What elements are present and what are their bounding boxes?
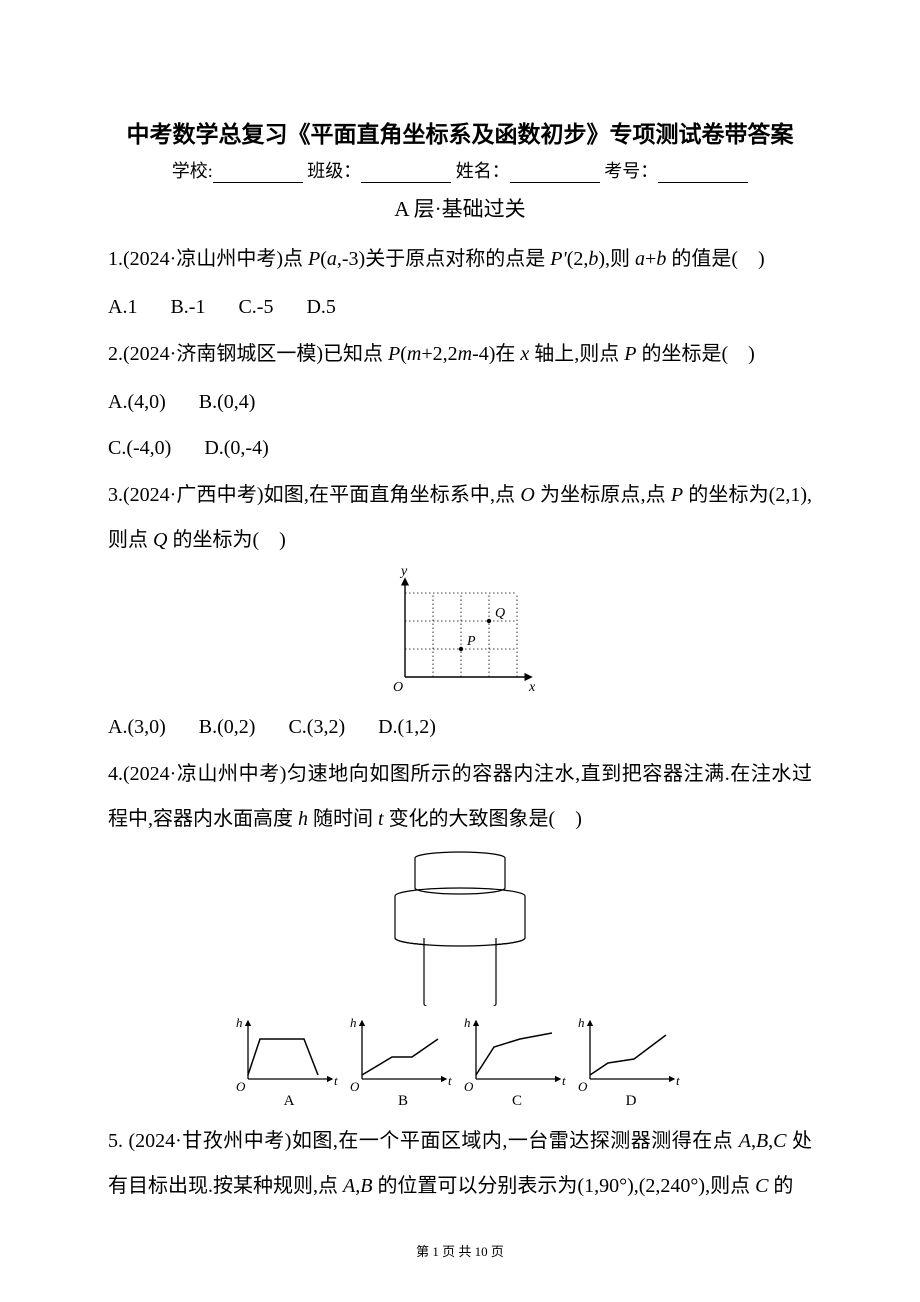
q4-graphs: htOA htOB htOC htOD	[108, 1015, 812, 1115]
svg-text:h: h	[464, 1015, 471, 1030]
q1-opt-c: C.-5	[238, 286, 273, 328]
question-3: 3.(2024·广西中考)如图,在平面直角坐标系中,点 O 为坐标原点,点 P …	[108, 473, 812, 563]
q1-opt-b: B.-1	[170, 286, 205, 328]
q2-mid: 在	[495, 343, 520, 365]
class-blank	[361, 161, 451, 183]
name-blank	[510, 161, 600, 183]
q2-p-coords: (m+2,2m-4)	[400, 343, 495, 365]
svg-text:B: B	[398, 1093, 408, 1109]
class-label: 班级：	[307, 161, 361, 181]
q5-text: 5. (2024·甘孜州中考)如图,在一个平面区域内,一台雷达探测器测得在点 A…	[108, 1130, 812, 1197]
q1-pp: P'	[550, 248, 567, 270]
svg-text:h: h	[350, 1015, 357, 1030]
svg-text:t: t	[676, 1073, 680, 1088]
school-blank	[213, 161, 303, 183]
q3-opt-c: C.(3,2)	[288, 706, 345, 748]
svg-text:x: x	[528, 680, 536, 695]
svg-text:h: h	[578, 1015, 585, 1030]
q1-text: 1.(2024·凉山州中考)点	[108, 248, 308, 270]
name-label: 姓名：	[456, 161, 510, 181]
q4-container-svg	[370, 846, 550, 1006]
q3-opt-a: A.(3,0)	[108, 706, 166, 748]
q3-opt-b: B.(0,2)	[199, 706, 256, 748]
page-footer: 第 1 页 共 10 页	[0, 1241, 920, 1260]
q2-p: P	[388, 343, 400, 365]
footer-prefix: 第	[416, 1244, 432, 1259]
q4-graph-b: h t O B	[348, 1015, 458, 1110]
q1-mid2: ,则	[605, 248, 635, 270]
svg-text:O: O	[578, 1079, 588, 1094]
q2-opt-b: B.(0,4)	[199, 381, 256, 423]
q1-mid1: 关于原点对称的点是	[365, 248, 550, 270]
svg-text:t: t	[448, 1073, 452, 1088]
q2-text: 2.(2024·济南钢城区一模)已知点	[108, 343, 388, 365]
q2-opt-d: D.(0,-4)	[204, 427, 268, 469]
svg-text:O: O	[350, 1079, 360, 1094]
q4-text: 4.(2024·凉山州中考)匀速地向如图所示的容器内注水,直到把容器注满.在注水…	[108, 763, 812, 830]
footer-suffix: 页	[488, 1244, 504, 1259]
svg-text:O: O	[236, 1079, 246, 1094]
exam-title: 中考数学总复习《平面直角坐标系及函数初步》专项测试卷带答案	[108, 115, 812, 149]
q4-graph-a: h t O A	[234, 1015, 344, 1110]
q3-figure: Ox y P Q	[108, 567, 812, 702]
q3-options: A.(3,0) B.(0,2) C.(3,2) D.(1,2)	[108, 706, 812, 748]
question-5: 5. (2024·甘孜州中考)如图,在一个平面区域内,一台雷达探测器测得在点 A…	[108, 1119, 812, 1209]
svg-text:D: D	[626, 1093, 637, 1109]
section-header: A 层·基础过关	[108, 193, 812, 223]
q1-expr: a	[635, 248, 645, 270]
q2-p2: P	[624, 343, 636, 365]
svg-text:y: y	[399, 567, 408, 579]
q1-pp-coords: (2,b)	[567, 248, 605, 270]
svg-text:Q: Q	[495, 606, 505, 621]
q2-options-row2: C.(-4,0) D.(0,-4)	[108, 427, 812, 469]
svg-text:t: t	[562, 1073, 566, 1088]
q1-opt-a: A.1	[108, 286, 137, 328]
q3-opt-d: D.(1,2)	[378, 706, 436, 748]
q1-p-coords: (a,-3)	[320, 248, 365, 270]
question-1: 1.(2024·凉山州中考)点 P(a,-3)关于原点对称的点是 P'(2,b)…	[108, 237, 812, 282]
q2-mid2: 轴上,则点	[529, 343, 624, 365]
q1-opt-d: D.5	[306, 286, 335, 328]
q3-coordinate-chart: Ox y P Q	[375, 567, 545, 697]
q1-end: 的值是( )	[666, 248, 764, 270]
fill-line: 学校: 班级： 姓名： 考号：	[108, 157, 812, 183]
svg-text:O: O	[393, 680, 403, 695]
q2-opt-c: C.(-4,0)	[108, 427, 171, 469]
svg-text:t: t	[334, 1073, 338, 1088]
footer-total: 10	[475, 1244, 488, 1259]
svg-text:C: C	[512, 1093, 522, 1109]
question-4: 4.(2024·凉山州中考)匀速地向如图所示的容器内注水,直到把容器注满.在注水…	[108, 752, 812, 842]
svg-text:O: O	[464, 1079, 474, 1094]
question-2: 2.(2024·济南钢城区一模)已知点 P(m+2,2m-4)在 x 轴上,则点…	[108, 332, 812, 377]
q4-graph-d: h t O D	[576, 1015, 686, 1110]
footer-mid: 页 共	[439, 1244, 475, 1259]
svg-text:A: A	[284, 1093, 295, 1109]
school-label: 学校:	[172, 161, 213, 181]
q4-graph-c: h t O C	[462, 1015, 572, 1110]
q2-options-row1: A.(4,0) B.(0,4)	[108, 381, 812, 423]
q2-end: 的坐标是( )	[637, 343, 755, 365]
q1-p: P	[308, 248, 320, 270]
q4-container-figure	[108, 846, 812, 1011]
id-label: 考号：	[604, 161, 658, 181]
svg-text:P: P	[466, 634, 476, 649]
q3-text-prefix: 3.(2024·广西中考)如图,在平面直角坐标系中,点 O 为坐标原点,点 P …	[108, 484, 812, 551]
id-blank	[658, 161, 748, 183]
svg-text:h: h	[236, 1015, 243, 1030]
q1-options: A.1 B.-1 C.-5 D.5	[108, 286, 812, 328]
q2-axis: x	[520, 343, 529, 365]
q2-opt-a: A.(4,0)	[108, 381, 166, 423]
